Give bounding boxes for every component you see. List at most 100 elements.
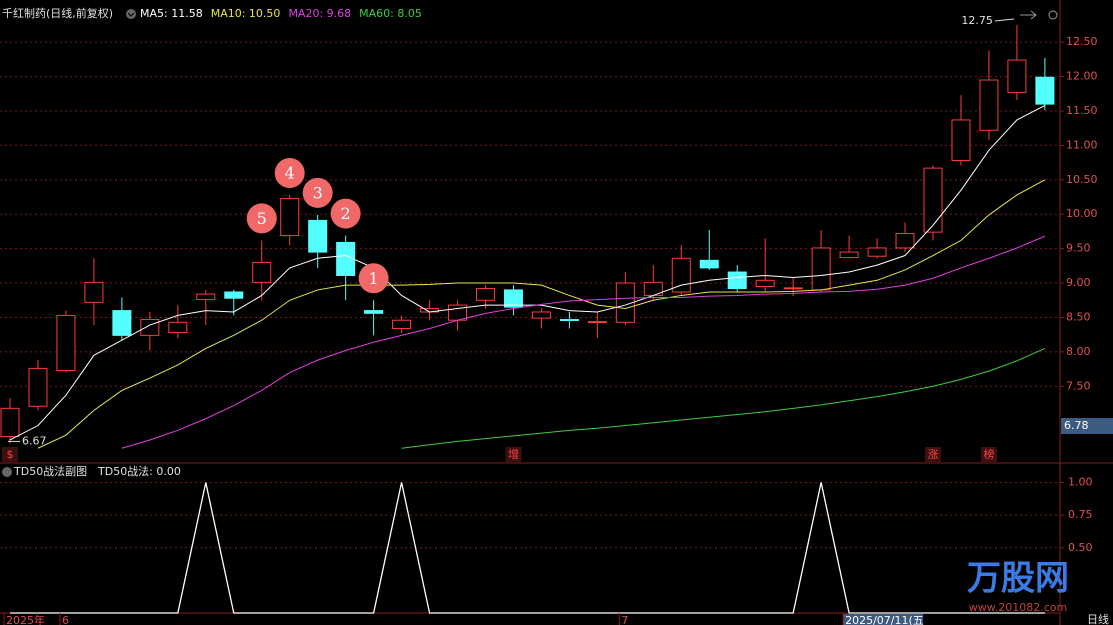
- candle-body: [28, 367, 48, 407]
- legend-entry: MA10: 10.50: [211, 7, 281, 20]
- signal-label: 3: [313, 183, 323, 202]
- period-label: 日线: [1087, 612, 1109, 625]
- signal-badge: [330, 198, 361, 229]
- cursor-label: 6.78: [1064, 419, 1089, 432]
- candle-body: [392, 319, 412, 329]
- candle-body: [839, 251, 859, 259]
- logo-url: www.201082.com: [969, 601, 1067, 614]
- candle-body: [587, 321, 607, 324]
- event-tag: 增: [508, 447, 519, 461]
- candle-body: [615, 282, 635, 323]
- dropdown-icon[interactable]: [126, 9, 136, 19]
- y-tick-label: 12.00: [1066, 70, 1098, 83]
- event-tag-box: [505, 447, 522, 462]
- y-tick-label: 10.50: [1066, 173, 1098, 186]
- candle-body: [1007, 59, 1027, 93]
- candle-body: [280, 197, 300, 237]
- event-tag-box: [925, 447, 942, 462]
- legend-entry: MA20: 9.68: [288, 7, 351, 20]
- signal-badge: [246, 203, 277, 234]
- x-tick-label: 2025/07/11(五: [845, 614, 924, 625]
- y-tick-label: 1.00: [1068, 476, 1093, 489]
- candle-body: [727, 271, 747, 290]
- y-tick-label: 12.50: [1066, 35, 1098, 48]
- candle-body: [252, 261, 272, 283]
- cursor-box: [1061, 418, 1113, 434]
- y-tick-label: 8.50: [1066, 310, 1091, 323]
- candle-body: [336, 241, 356, 276]
- chart-title: 千红制药(日线,前复权): [2, 6, 113, 20]
- signal-label: 5: [257, 209, 267, 228]
- dropdown-arrow: [127, 12, 135, 17]
- candle-body: [56, 314, 76, 371]
- x-tick-label: 7: [621, 614, 628, 625]
- candle-body: [951, 119, 971, 162]
- event-tag-box: [980, 447, 997, 462]
- legend-entry: MA60: 8.05: [359, 7, 422, 20]
- event-tag: 榜: [983, 447, 994, 461]
- candle-body: [84, 281, 104, 303]
- y-tick-label: 11.50: [1066, 104, 1098, 117]
- event-tag: $: [7, 448, 14, 461]
- indicator-line: [10, 482, 1045, 614]
- signal-badge: [302, 177, 333, 208]
- y-tick-label: 9.50: [1066, 242, 1091, 255]
- candle-body: [811, 247, 831, 291]
- expand-icon[interactable]: [1020, 10, 1037, 20]
- settings-icon[interactable]: [1048, 10, 1058, 20]
- logo-name: 万股网: [967, 559, 1069, 599]
- signal-badge: [274, 157, 305, 188]
- low-label: 6.67: [22, 434, 47, 447]
- candle-body: [867, 247, 887, 257]
- candle-body: [671, 257, 691, 293]
- y-tick-label: 10.00: [1066, 207, 1098, 220]
- signal-label: 1: [369, 269, 379, 288]
- y-tick-label: 0.50: [1068, 541, 1093, 554]
- candle-body: [531, 311, 551, 319]
- candle-body: [0, 407, 20, 438]
- candle-body: [168, 321, 188, 334]
- legend-entry: MA5: 11.58: [140, 7, 203, 20]
- y-tick-label: 9.00: [1066, 276, 1091, 289]
- x-cursor-box: [843, 614, 924, 625]
- y-tick-label: 11.00: [1066, 138, 1098, 151]
- candle-body: [783, 287, 803, 290]
- high-arrow: [994, 18, 1014, 22]
- x-tick-label: 2025年: [6, 613, 45, 625]
- ma-line: [401, 347, 1046, 449]
- candle-body: [112, 310, 132, 336]
- legend-entry: TD50战法: 0.00: [97, 464, 181, 478]
- candle-body: [475, 288, 495, 301]
- signal-label: 2: [341, 204, 351, 223]
- high-label: 12.75: [961, 14, 993, 27]
- y-tick-label: 0.75: [1068, 508, 1093, 521]
- candle-body: [895, 233, 915, 249]
- ma-line: [9, 105, 1046, 441]
- candle-body: [1035, 76, 1055, 105]
- candle-body: [923, 167, 943, 233]
- event-tag: 涨: [928, 448, 939, 461]
- signal-label: 4: [285, 163, 295, 182]
- ma-line: [121, 235, 1046, 449]
- y-tick-label: 7.50: [1066, 379, 1091, 392]
- candle-body: [140, 319, 160, 336]
- candle-body: [699, 259, 719, 269]
- dropdown-icon[interactable]: [2, 467, 12, 477]
- y-tick-label: 8.00: [1066, 345, 1091, 358]
- signal-badge: [358, 263, 389, 294]
- candle-body: [559, 319, 579, 322]
- candle-body: [979, 79, 999, 131]
- candle-body: [196, 293, 216, 301]
- ma-line: [37, 179, 1046, 449]
- candle-body: [308, 219, 328, 253]
- event-tag-box: [2, 447, 18, 462]
- candle-body: [364, 310, 384, 314]
- subchart-title: TD50战法副图: [13, 464, 87, 478]
- x-tick-label: 6: [62, 614, 69, 625]
- candle-body: [224, 291, 244, 299]
- candle-body: [755, 279, 775, 287]
- candle-body: [503, 289, 523, 308]
